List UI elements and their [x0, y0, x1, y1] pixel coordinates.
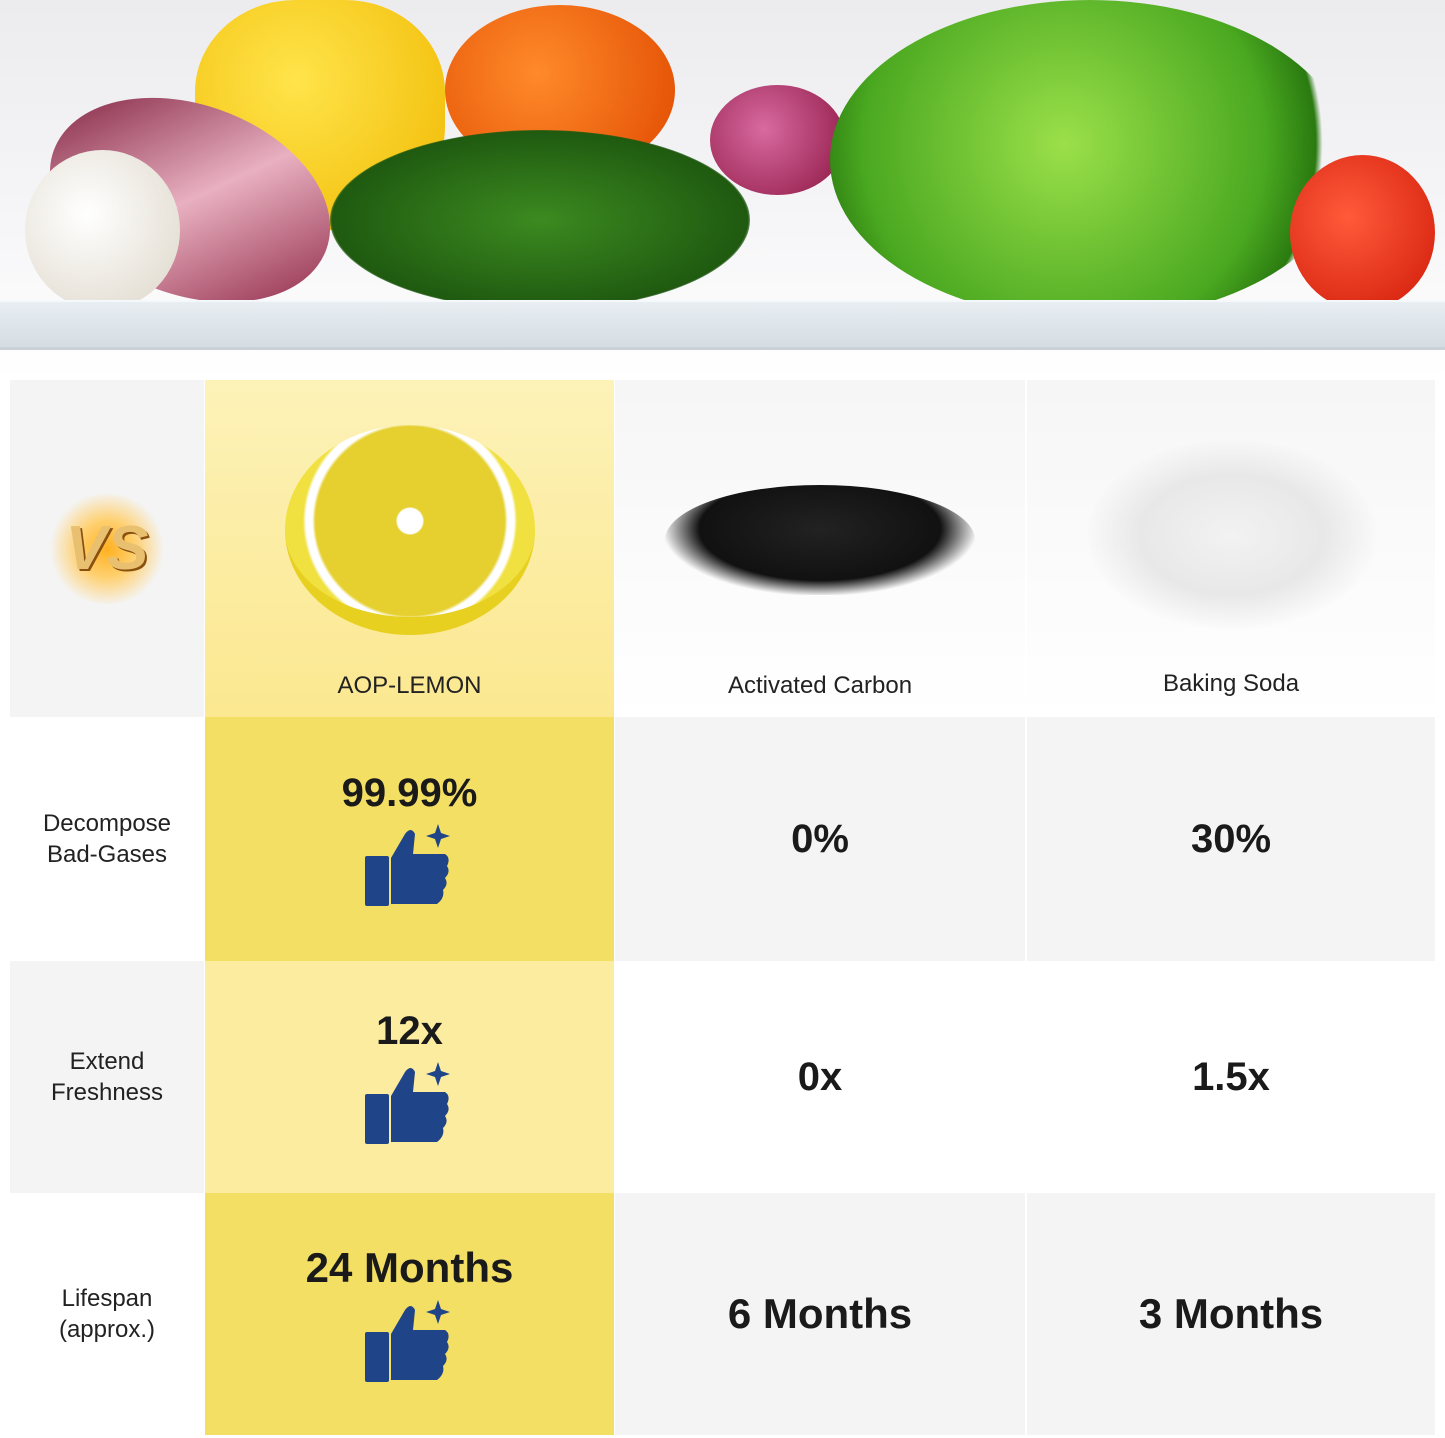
column-header-baking-soda: Baking Soda	[1027, 380, 1435, 717]
carbon-powder-image	[665, 485, 975, 595]
value: 99.99%	[341, 770, 478, 815]
column-name: AOP-LEMON	[337, 672, 482, 699]
carbon-value: 0x	[615, 961, 1025, 1193]
baking-soda-powder-image	[1087, 440, 1377, 630]
vs-logo-cell: VS	[10, 380, 204, 717]
lemon-value-cell: 99.99%	[205, 717, 614, 961]
tomato	[1290, 155, 1435, 310]
vs-logo: VS	[47, 493, 167, 604]
row-label-freshness: Extend Freshness	[10, 961, 204, 1193]
column-name: Baking Soda	[1162, 670, 1300, 697]
carbon-value: 6 Months	[615, 1193, 1025, 1435]
hero-vegetables-photo	[0, 0, 1445, 378]
fridge-shelf	[0, 300, 1445, 350]
row-label-decompose: Decompose Bad-Gases	[10, 717, 204, 961]
row-label-line: Freshness	[50, 1079, 164, 1106]
column-name: Activated Carbon	[727, 672, 913, 699]
column-header-aop-lemon: AOP-LEMON	[205, 380, 614, 717]
soda-value: 30%	[1027, 717, 1435, 961]
soda-value: 3 Months	[1027, 1193, 1435, 1435]
lemon-purifier-image	[285, 425, 535, 635]
column-header-activated-carbon: Activated Carbon	[615, 380, 1025, 717]
lettuce	[830, 0, 1350, 320]
row-label-line: (approx.)	[58, 1316, 156, 1343]
row-label-line: Extend	[69, 1048, 145, 1075]
row-label-lifespan: Lifespan (approx.)	[10, 1193, 204, 1435]
value: 12x	[376, 1008, 443, 1053]
thumbs-up-sparkle-icon	[364, 1061, 450, 1144]
thumbs-up-sparkle-icon	[364, 823, 450, 906]
lemon-value-cell: 12x	[205, 961, 614, 1193]
row-label-line: Lifespan	[61, 1285, 153, 1312]
soda-value: 1.5x	[1027, 961, 1435, 1193]
row-label-line: Bad-Gases	[46, 841, 168, 868]
carbon-value: 0%	[615, 717, 1025, 961]
row-label-line: Decompose	[42, 810, 172, 837]
lemon-value-cell: 24 Months	[205, 1193, 614, 1435]
red-onion	[710, 85, 845, 195]
dill	[330, 130, 750, 310]
value: 24 Months	[305, 1244, 514, 1291]
thumbs-up-sparkle-icon	[364, 1300, 450, 1382]
garlic	[25, 150, 180, 310]
